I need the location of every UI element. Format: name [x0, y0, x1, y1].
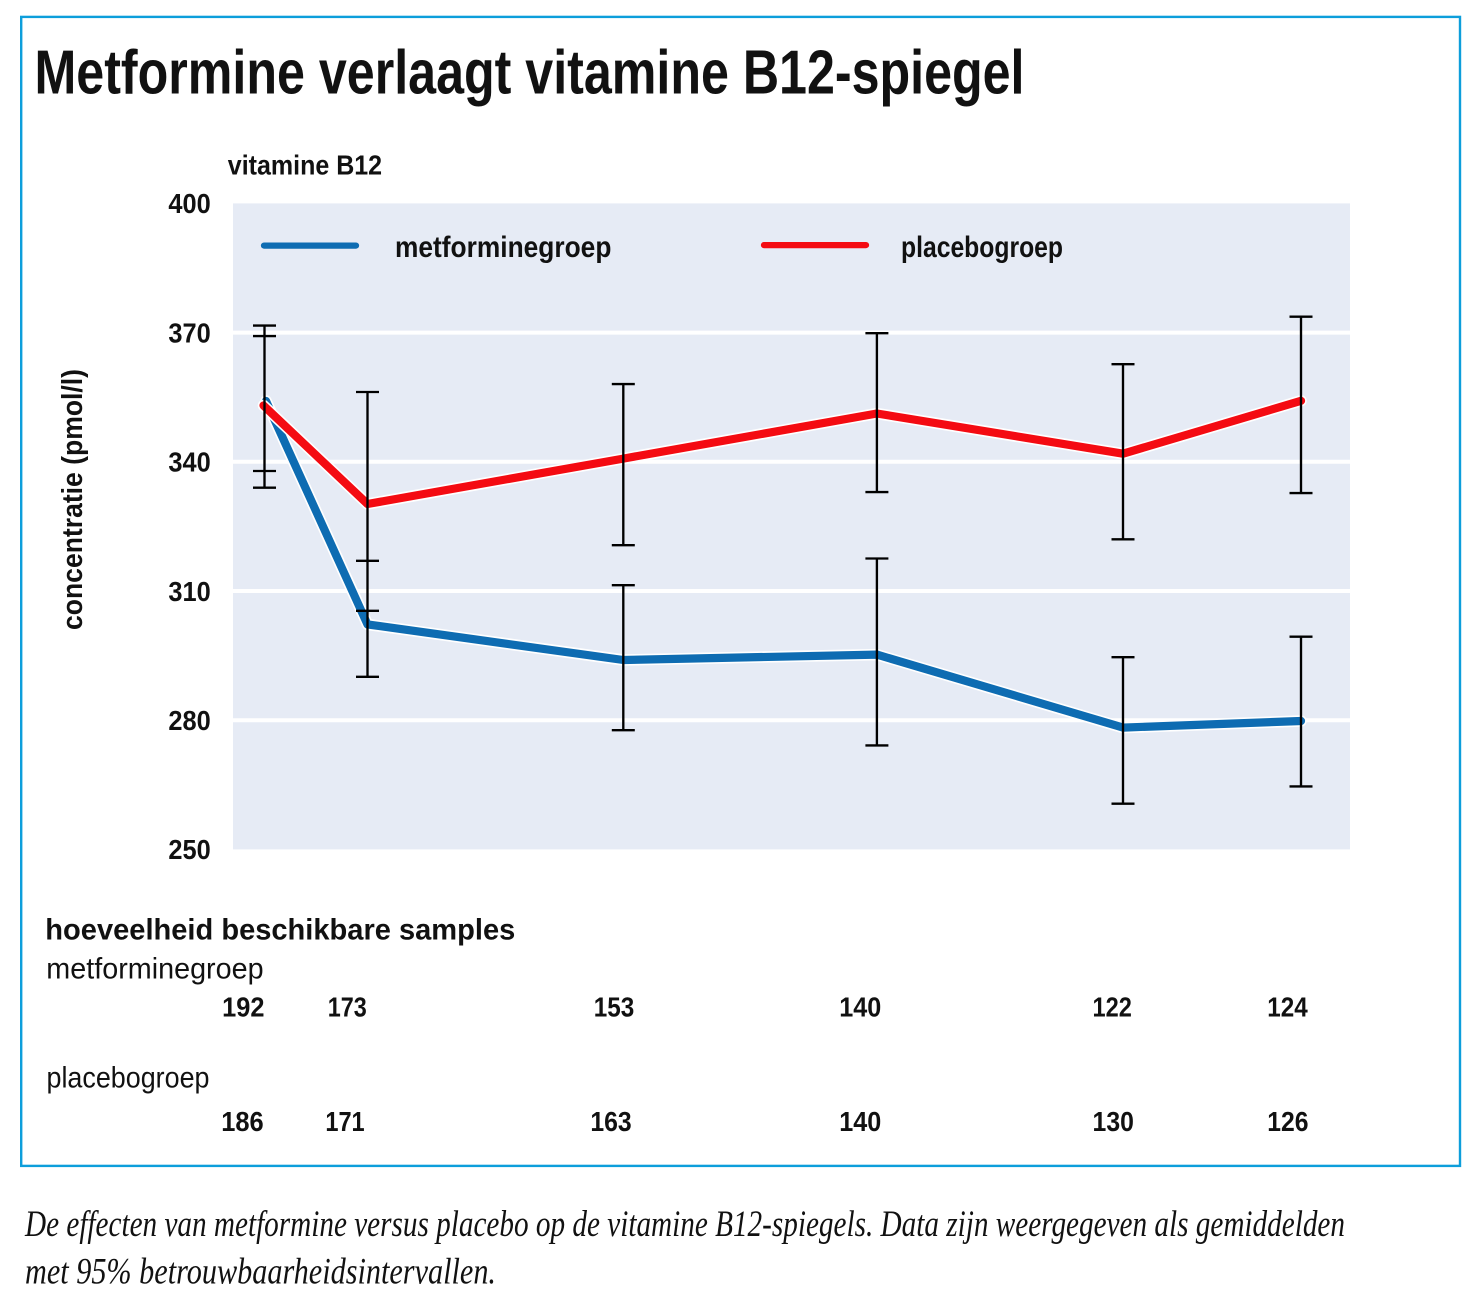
svg-text:310: 310	[168, 576, 210, 607]
svg-text:124: 124	[1267, 991, 1308, 1022]
svg-text:140: 140	[839, 991, 881, 1022]
svg-text:140: 140	[839, 1106, 881, 1137]
svg-text:122: 122	[1093, 991, 1132, 1022]
svg-text:163: 163	[590, 1106, 631, 1137]
svg-text:126: 126	[1267, 1106, 1308, 1137]
svg-text:metforminegroep: metforminegroep	[395, 231, 611, 264]
svg-text:Metformine verlaagt vitamine B: Metformine verlaagt vitamine B12-spiegel	[35, 39, 1025, 108]
svg-text:vitamine B12: vitamine B12	[228, 150, 382, 181]
svg-text:192: 192	[222, 991, 264, 1022]
svg-text:340: 340	[168, 447, 210, 478]
svg-text:met 95% betrouwbaarheidsinterv: met 95% betrouwbaarheidsintervallen.	[25, 1252, 496, 1293]
svg-text:153: 153	[594, 991, 635, 1022]
svg-text:placebogroep: placebogroep	[901, 231, 1063, 264]
svg-text:130: 130	[1093, 1106, 1134, 1137]
svg-text:173: 173	[328, 991, 367, 1022]
svg-text:400: 400	[168, 188, 210, 219]
svg-text:186: 186	[221, 1106, 263, 1137]
svg-text:concentratie (pmol/l): concentratie (pmol/l)	[57, 369, 89, 630]
svg-text:placebogroep: placebogroep	[47, 1061, 210, 1094]
svg-text:370: 370	[168, 317, 210, 348]
svg-text:171: 171	[325, 1106, 364, 1137]
svg-text:280: 280	[168, 705, 210, 736]
svg-text:hoeveelheid beschikbare sample: hoeveelheid beschikbare samples	[45, 914, 515, 947]
svg-text:De effecten van metformine ver: De effecten van metformine versus placeb…	[24, 1204, 1345, 1245]
svg-text:250: 250	[168, 834, 210, 865]
svg-text:metforminegroep: metforminegroep	[46, 952, 263, 985]
